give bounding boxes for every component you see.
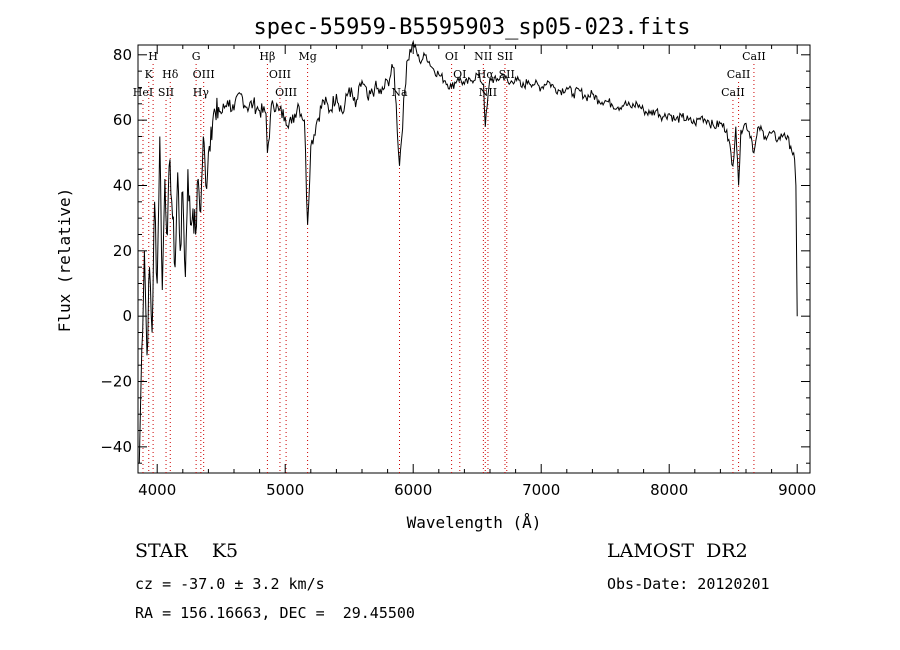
x-tick-label: 5000 xyxy=(266,481,304,499)
line-label: SII xyxy=(158,86,174,99)
line-label: OIII xyxy=(193,68,215,81)
line-label: CaII xyxy=(727,68,751,81)
y-tick-label: −20 xyxy=(100,373,132,391)
y-axis-label: Flux (relative) xyxy=(55,188,74,333)
x-tick-label: 7000 xyxy=(522,481,560,499)
survey-label: LAMOST DR2 xyxy=(607,540,748,562)
line-label: CaII xyxy=(742,50,766,63)
line-label: Hδ xyxy=(162,68,179,81)
line-label: Hβ xyxy=(259,50,275,63)
x-tick-label: 4000 xyxy=(138,481,176,499)
plot-frame xyxy=(137,44,811,474)
line-markers xyxy=(142,64,755,473)
line-label: OIII xyxy=(269,68,291,81)
redshift-cz: cz = -37.0 ± 3.2 km/s xyxy=(135,575,325,593)
line-label: OIII xyxy=(275,86,297,99)
y-tick-label: 0 xyxy=(122,307,132,325)
y-tick-label: 60 xyxy=(113,111,132,129)
line-label: SII xyxy=(499,68,515,81)
y-tick-label: 80 xyxy=(113,46,132,64)
x-tick-label: 9000 xyxy=(778,481,816,499)
line-label: NII xyxy=(474,50,492,63)
axes: 4000 5000 6000 7000 8000 9000 −40 −20 0 20 40 60 80 xyxy=(100,45,816,499)
line-label: OI xyxy=(445,50,458,63)
x-tick-label: 6000 xyxy=(394,481,432,499)
chart-title: spec-55959-B5595903_sp05-023.fits xyxy=(253,15,690,40)
spectrum-line xyxy=(138,39,798,464)
line-label: CaII xyxy=(721,86,745,99)
line-label: SII xyxy=(497,50,513,63)
y-tick-label: 20 xyxy=(113,242,132,260)
coordinates: RA = 156.16663, DEC = 29.45500 xyxy=(135,604,415,622)
line-label: G xyxy=(192,50,201,63)
line-label: K xyxy=(145,68,154,81)
line-label: HeI xyxy=(133,86,153,99)
x-axis-label: Wavelength (Å) xyxy=(407,513,542,532)
y-tick-label: 40 xyxy=(113,176,132,194)
line-label: Hγ xyxy=(193,86,210,99)
star-class: STAR K5 xyxy=(135,540,239,562)
line-label: H xyxy=(148,50,158,63)
obs-date: Obs-Date: 20120201 xyxy=(607,575,770,593)
line-label: Mg xyxy=(298,50,316,63)
y-tick-label: −40 xyxy=(100,438,132,456)
x-tick-label: 8000 xyxy=(650,481,688,499)
line-label: OI xyxy=(453,68,466,81)
